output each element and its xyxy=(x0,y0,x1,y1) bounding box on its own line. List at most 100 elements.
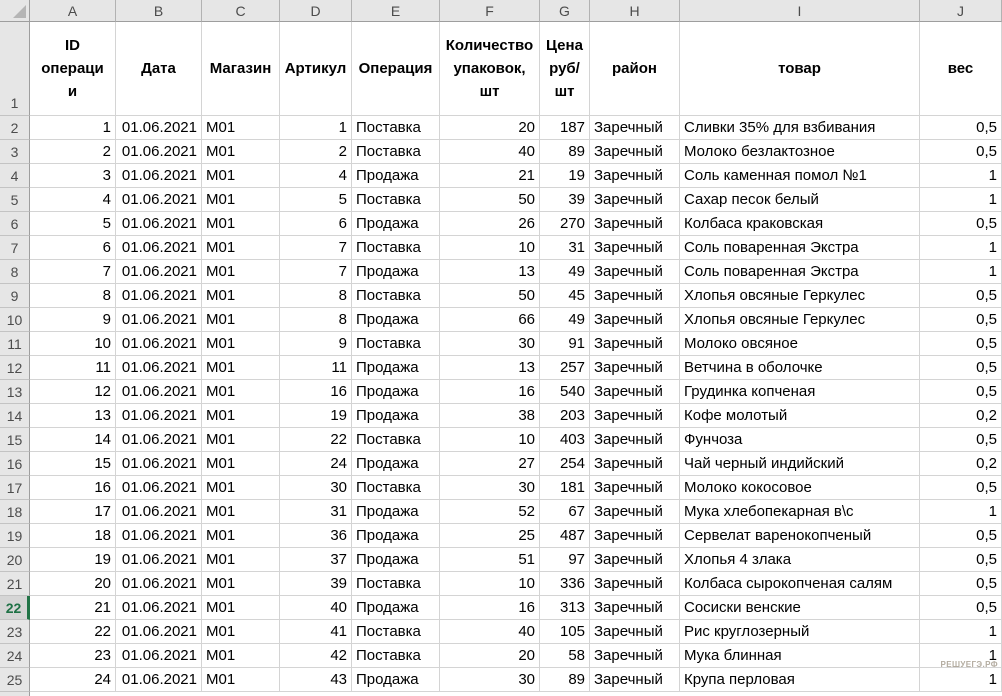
cell[interactable]: Заречный xyxy=(590,572,680,596)
cell[interactable]: 91 xyxy=(540,332,590,356)
cell[interactable]: 0,5 xyxy=(920,284,1002,308)
cell[interactable]: Продажа xyxy=(352,308,440,332)
cell[interactable]: 0,5 xyxy=(920,596,1002,620)
row-header[interactable]: 7 xyxy=(0,236,30,260)
cell[interactable]: 11 xyxy=(30,356,116,380)
cell[interactable]: 42 xyxy=(280,644,352,668)
cell[interactable]: 31 xyxy=(280,500,352,524)
row-header[interactable]: 6 xyxy=(0,212,30,236)
cell[interactable]: М01 xyxy=(202,620,280,644)
cell[interactable]: Заречный xyxy=(590,620,680,644)
cell[interactable]: Заречный xyxy=(590,332,680,356)
cell-header-price[interactable]: Цена руб/ шт xyxy=(540,22,590,116)
cell-header-district[interactable]: район xyxy=(590,22,680,116)
cell[interactable]: Заречный xyxy=(590,140,680,164)
cell[interactable]: 52 xyxy=(440,500,540,524)
cell[interactable]: Заречный xyxy=(590,404,680,428)
cell[interactable]: Фунчоза xyxy=(680,428,920,452)
cell-header-quantity[interactable]: Количество упаковок, шт xyxy=(440,22,540,116)
cell[interactable]: 16 xyxy=(280,380,352,404)
cell[interactable]: 540 xyxy=(540,380,590,404)
cell[interactable]: 39 xyxy=(540,188,590,212)
cell[interactable]: 01.06.2021 xyxy=(116,572,202,596)
column-header-g[interactable]: G xyxy=(540,0,590,22)
cell[interactable]: 10 xyxy=(30,332,116,356)
cell[interactable]: М01 xyxy=(202,284,280,308)
cell[interactable]: Молоко безлактозное xyxy=(680,140,920,164)
row-header[interactable]: 11 xyxy=(0,332,30,356)
cell[interactable]: 31 xyxy=(540,236,590,260)
cell[interactable]: Заречный xyxy=(590,356,680,380)
cell[interactable]: 19 xyxy=(280,404,352,428)
cell[interactable]: 10 xyxy=(440,428,540,452)
cell[interactable]: М01 xyxy=(202,188,280,212)
cell[interactable]: 5 xyxy=(30,212,116,236)
cell[interactable]: Сахар песок белый xyxy=(680,188,920,212)
row-header[interactable]: 5 xyxy=(0,188,30,212)
cell[interactable]: Заречный xyxy=(590,596,680,620)
cell[interactable]: 12 xyxy=(30,380,116,404)
cell[interactable]: 1 xyxy=(920,164,1002,188)
cell[interactable]: 01.06.2021 xyxy=(116,428,202,452)
cell[interactable]: Поставка xyxy=(352,140,440,164)
cell[interactable]: 1 xyxy=(920,620,1002,644)
cell[interactable]: 2 xyxy=(30,140,116,164)
cell[interactable]: М01 xyxy=(202,308,280,332)
cell[interactable]: 51 xyxy=(440,548,540,572)
cell[interactable]: М01 xyxy=(202,548,280,572)
cell[interactable]: 5 xyxy=(280,188,352,212)
cell[interactable]: 7 xyxy=(280,260,352,284)
cell[interactable]: М01 xyxy=(202,164,280,188)
cell[interactable]: 01.06.2021 xyxy=(116,236,202,260)
cell[interactable]: М01 xyxy=(202,644,280,668)
cell[interactable]: 49 xyxy=(540,260,590,284)
cell[interactable]: М01 xyxy=(202,404,280,428)
cell[interactable]: М01 xyxy=(202,260,280,284)
cell[interactable]: Поставка xyxy=(352,644,440,668)
cell[interactable]: 13 xyxy=(440,356,540,380)
cell[interactable]: Ветчина в оболочке xyxy=(680,356,920,380)
cell[interactable]: 19 xyxy=(540,164,590,188)
cell[interactable]: 89 xyxy=(540,668,590,692)
row-header[interactable]: 25 xyxy=(0,668,30,692)
cell[interactable]: Рис круглозерный xyxy=(680,620,920,644)
cell[interactable]: 89 xyxy=(540,140,590,164)
cell[interactable]: 30 xyxy=(440,332,540,356)
cell[interactable]: 37 xyxy=(280,548,352,572)
cell[interactable]: 67 xyxy=(540,500,590,524)
cell[interactable]: 01.06.2021 xyxy=(116,332,202,356)
cell[interactable]: 22 xyxy=(280,428,352,452)
row-header[interactable]: 14 xyxy=(0,404,30,428)
cell[interactable]: 0,5 xyxy=(920,380,1002,404)
cell[interactable]: 4 xyxy=(30,188,116,212)
cell[interactable]: 25 xyxy=(440,524,540,548)
cell[interactable]: Продажа xyxy=(352,380,440,404)
cell[interactable]: 0,5 xyxy=(920,212,1002,236)
cell[interactable]: Поставка xyxy=(352,572,440,596)
cell[interactable]: 1 xyxy=(920,500,1002,524)
cell[interactable]: Продажа xyxy=(352,668,440,692)
cell[interactable]: 23 xyxy=(30,644,116,668)
cell[interactable]: 13 xyxy=(440,260,540,284)
cell[interactable]: М01 xyxy=(202,236,280,260)
cell[interactable]: 0,2 xyxy=(920,404,1002,428)
cell[interactable]: 24 xyxy=(280,452,352,476)
cell[interactable]: Заречный xyxy=(590,380,680,404)
column-header-a[interactable]: A xyxy=(30,0,116,22)
cell[interactable]: 01.06.2021 xyxy=(116,140,202,164)
cell[interactable]: 01.06.2021 xyxy=(116,548,202,572)
cell[interactable]: Соль поваренная Экстра xyxy=(680,236,920,260)
cell[interactable]: 0,5 xyxy=(920,356,1002,380)
row-header[interactable]: 23 xyxy=(0,620,30,644)
cell[interactable]: 7 xyxy=(280,236,352,260)
cell-header-product[interactable]: товар xyxy=(680,22,920,116)
cell[interactable]: М01 xyxy=(202,452,280,476)
cell[interactable]: 49 xyxy=(540,308,590,332)
cell[interactable]: 10 xyxy=(440,236,540,260)
cell[interactable]: 01.06.2021 xyxy=(116,260,202,284)
column-header-j[interactable]: J xyxy=(920,0,1002,22)
column-header-b[interactable]: B xyxy=(116,0,202,22)
cell[interactable]: М01 xyxy=(202,524,280,548)
cell[interactable]: 40 xyxy=(440,140,540,164)
cell[interactable]: 403 xyxy=(540,428,590,452)
